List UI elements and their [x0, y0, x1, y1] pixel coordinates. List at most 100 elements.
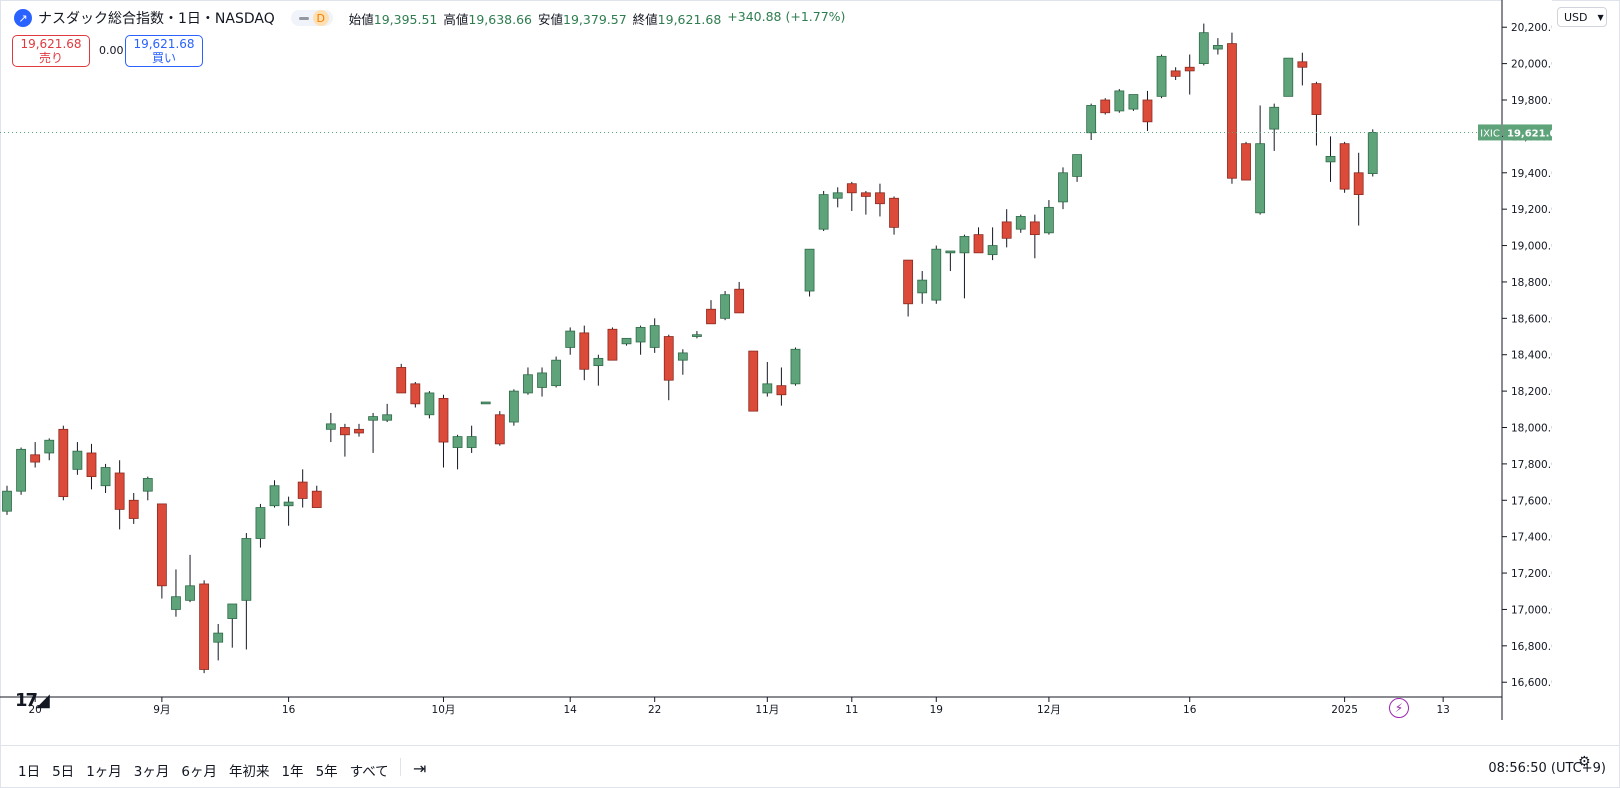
low-label: 安値 — [538, 11, 564, 27]
candle-body-down — [889, 197, 899, 228]
candle-body-down — [354, 428, 364, 434]
calendar-range-icon[interactable]: ⇥ — [413, 759, 427, 778]
range-all[interactable]: すべて — [349, 764, 389, 780]
candle-body-up — [832, 192, 843, 199]
candle-body-down — [579, 332, 590, 370]
candle — [917, 271, 928, 304]
candle — [269, 480, 280, 508]
candles — [2, 23, 1378, 674]
candle — [30, 442, 41, 468]
candle — [846, 181, 857, 211]
candle — [692, 331, 702, 339]
candle-body-up — [2, 490, 12, 512]
y-tick-label: 19,200.00 — [1511, 204, 1552, 216]
y-tick-label: 17,000.00 — [1511, 604, 1552, 616]
candle — [241, 533, 252, 650]
candle — [1142, 90, 1153, 131]
candle-body-down — [1297, 61, 1308, 68]
candle-body-up — [508, 390, 519, 423]
candle-body-up — [720, 294, 730, 319]
range-5d[interactable]: 5日 — [52, 764, 75, 780]
candle — [340, 423, 350, 457]
range-3m[interactable]: 3ヶ月 — [133, 764, 170, 780]
y-tick-label: 16,600.00 — [1511, 677, 1552, 689]
low-value: 19,379.57 — [563, 11, 627, 27]
candle-body-up — [72, 450, 83, 470]
candle — [748, 350, 759, 412]
candle — [494, 411, 505, 446]
gear-icon[interactable]: ⚙ — [1578, 754, 1591, 770]
candle-body-down — [340, 427, 350, 436]
candlestick-chart[interactable]: 16,600.00 16,800.00 17,000.00 17,200.00 17,4… — [0, 0, 1552, 720]
range-5y[interactable]: 5年 — [315, 764, 338, 780]
candle-body-up — [1128, 94, 1139, 110]
symbol-title[interactable]: ナスダック総合指数・1日・NASDAQ — [38, 11, 275, 27]
candle — [410, 382, 421, 408]
candle — [579, 325, 590, 381]
range-6m[interactable]: 6ヶ月 — [181, 764, 217, 780]
candle-body-down — [607, 328, 618, 361]
candle — [1001, 209, 1012, 248]
candle-body-down — [438, 397, 449, 443]
candle-body-up — [692, 334, 702, 337]
candle-body-up — [16, 448, 26, 492]
candle-body-down — [860, 192, 871, 197]
interval-toggle[interactable]: D — [290, 10, 333, 26]
candle — [72, 442, 83, 475]
candle — [1353, 152, 1364, 226]
candle-body-up — [269, 485, 280, 507]
candle — [663, 334, 674, 401]
range-1d[interactable]: 1日 — [18, 764, 41, 780]
candle — [1128, 94, 1139, 111]
candle-body-up — [227, 603, 238, 619]
candle — [635, 325, 646, 355]
candle — [551, 356, 562, 388]
lightning-icon[interactable]: ⚡ — [1389, 698, 1409, 718]
buy-price: 19,621.68 — [133, 37, 195, 51]
candle-body-up — [452, 436, 463, 448]
y-tick-label: 16,800.00 — [1511, 641, 1552, 653]
range-ytd[interactable]: 年初来 — [228, 764, 270, 780]
candle — [114, 460, 125, 530]
candle — [100, 463, 111, 493]
toolbar-divider — [400, 758, 401, 776]
candle — [311, 485, 322, 508]
chart-pane[interactable]: 16,600.00 16,800.00 17,000.00 17,200.00 17,4… — [0, 0, 1552, 720]
currency-select[interactable]: USD ▼ — [1557, 7, 1607, 27]
candle — [1283, 57, 1294, 97]
candle — [1058, 167, 1068, 210]
time-axis: 20 9月 16 10月 14 22 11月 11 19 12月 16 2025 13 — [0, 696, 1502, 716]
candle — [297, 469, 308, 508]
price-tag: 19,621.68 — [1507, 128, 1552, 139]
sell-button[interactable]: 19,621.68 売り — [12, 35, 90, 67]
x-tick-label: 16 — [282, 704, 296, 716]
high-value: 19,638.66 — [468, 11, 533, 27]
range-1y[interactable]: 1年 — [281, 764, 304, 780]
x-tick-label: 19 — [930, 704, 943, 716]
range-1m[interactable]: 1ヶ月 — [86, 764, 122, 780]
candle — [1311, 81, 1322, 146]
candle — [438, 394, 449, 468]
candle — [1044, 200, 1054, 235]
clock[interactable]: 08:56:50 (UTC+9) — [1488, 761, 1606, 776]
candle-body-up — [424, 392, 435, 416]
y-tick-label: 20,200.00 — [1511, 22, 1552, 34]
x-tick-label: 9月 — [153, 704, 170, 716]
candle — [1086, 103, 1097, 141]
candle — [790, 347, 801, 386]
candle-body-down — [734, 288, 745, 314]
candle-body-up — [368, 416, 378, 421]
symbol-logo-icon[interactable]: ↗ — [14, 9, 32, 27]
candle-body-up — [1212, 45, 1223, 50]
symbol-tag: IXIC — [1480, 128, 1500, 139]
candle — [903, 259, 914, 317]
candle — [959, 234, 970, 299]
candle-body-up — [1086, 105, 1097, 134]
tradingview-logo-icon[interactable]: 17◢ — [15, 690, 50, 711]
candle-body-up — [44, 439, 55, 454]
candle — [860, 190, 871, 215]
candle — [593, 354, 604, 386]
candle — [199, 580, 210, 674]
buy-button[interactable]: 19,621.68 買い — [125, 35, 203, 67]
open-label: 始値 — [348, 11, 374, 27]
